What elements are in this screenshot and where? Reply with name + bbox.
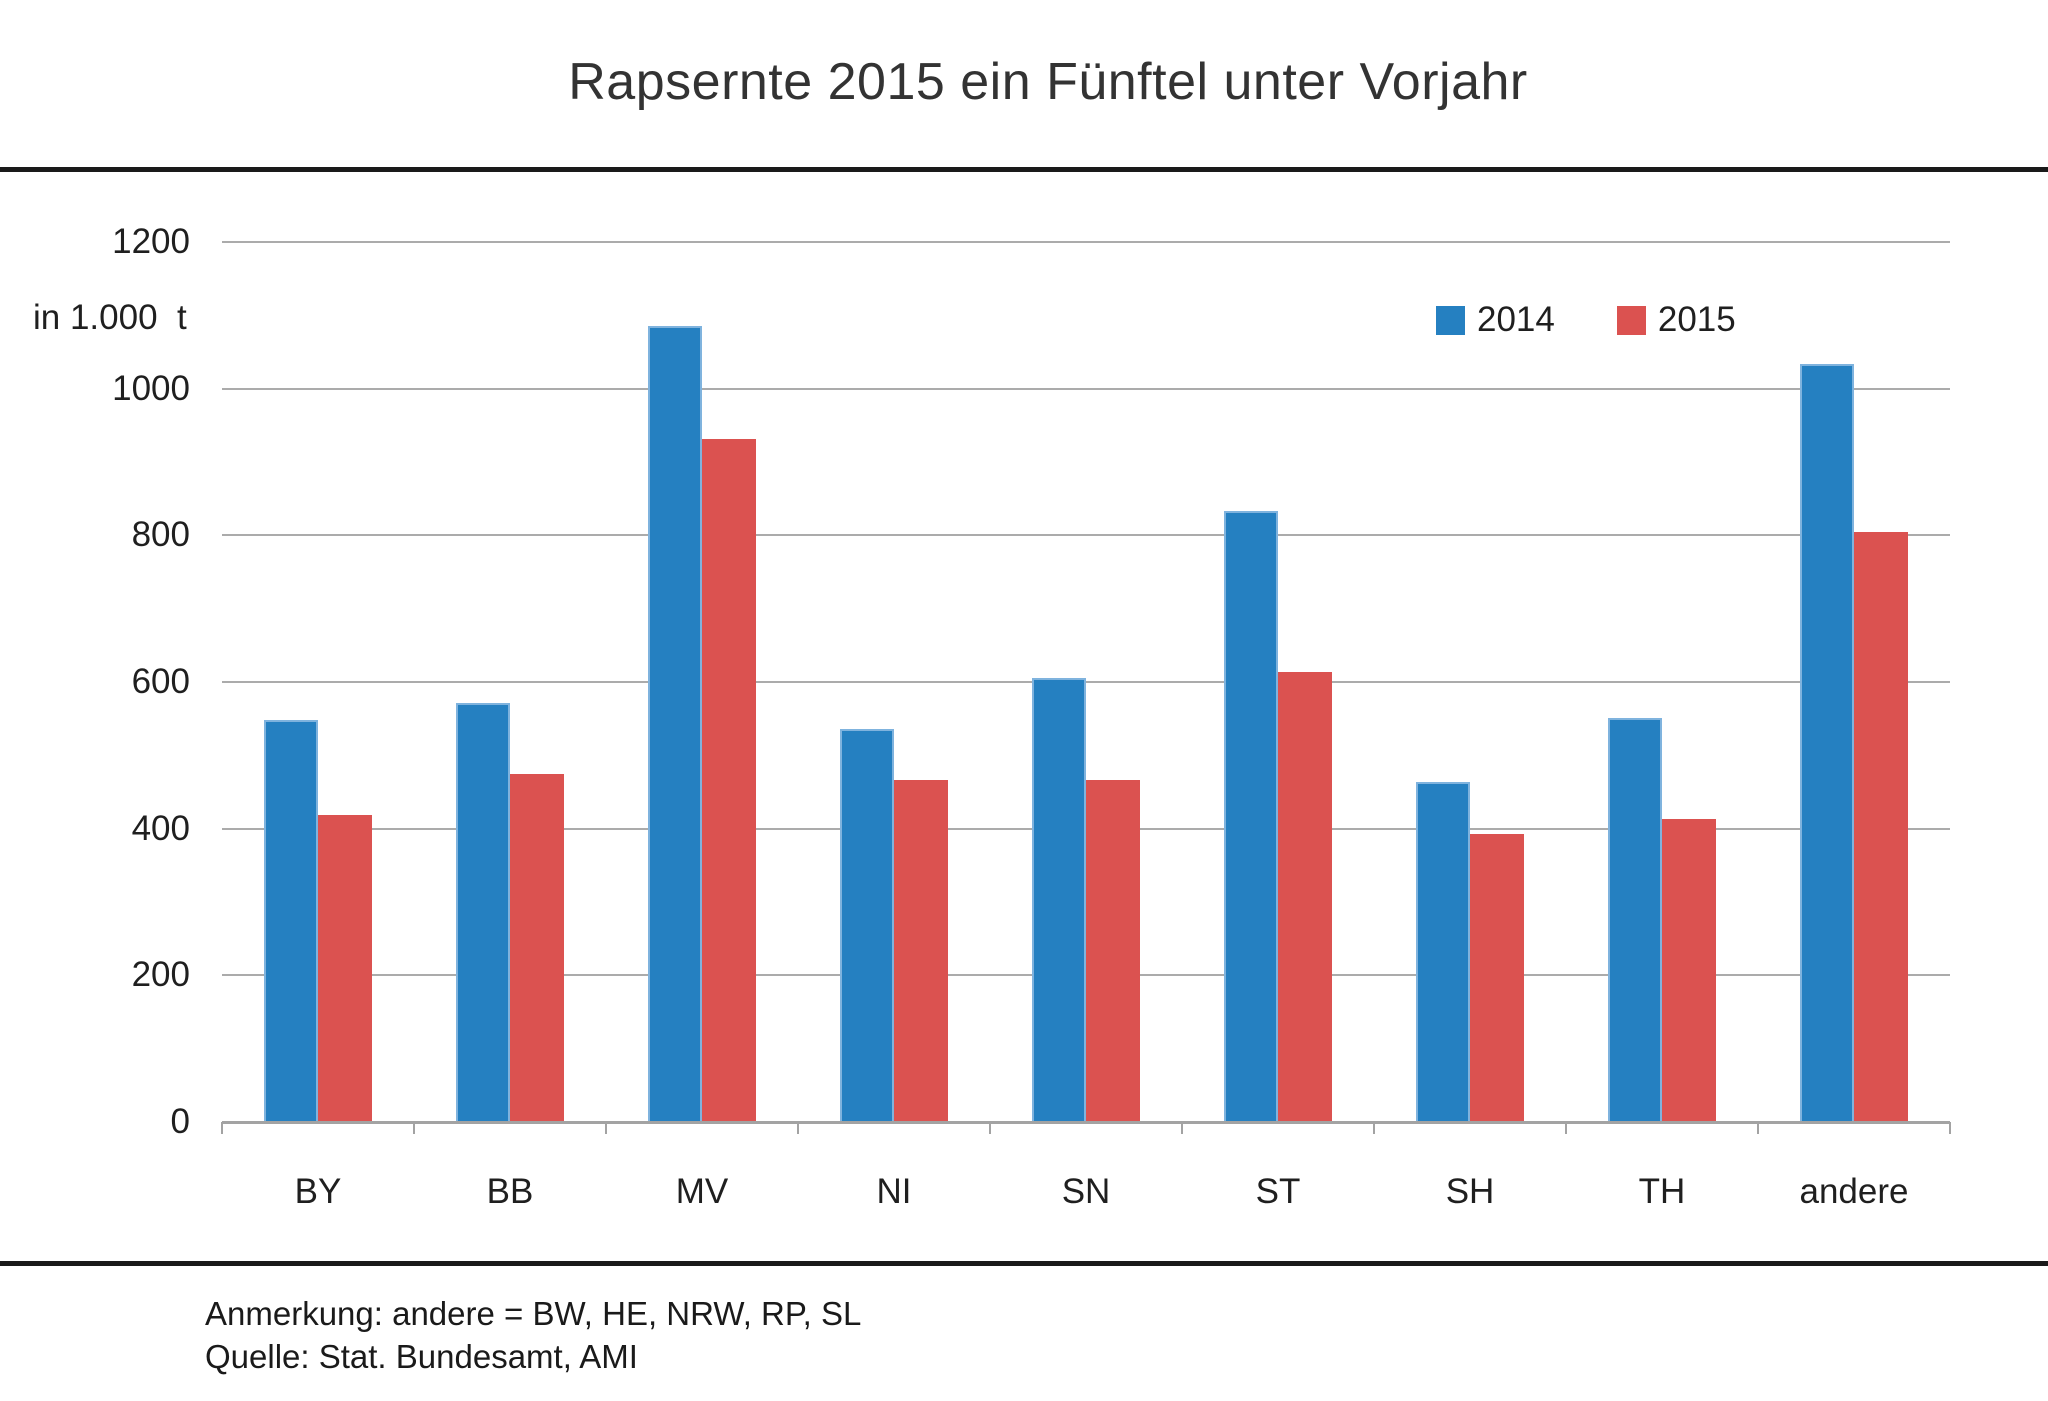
y-tick-label-600: 600 — [131, 662, 190, 701]
bar-2015-NI — [894, 779, 948, 1122]
legend-swatch-2014 — [1436, 305, 1465, 335]
x-axis-line — [222, 1121, 1950, 1124]
bar-2014-NI — [840, 728, 894, 1122]
legend-label-2014: 2014 — [1477, 300, 1555, 339]
gridline-600 — [222, 681, 1950, 683]
x-tick-label-TH: TH — [1638, 1172, 1686, 1211]
bar-2014-BB — [456, 702, 510, 1122]
y-tick-label-200: 200 — [131, 955, 190, 995]
x-axis-tick — [989, 1122, 991, 1134]
x-axis-tick — [1949, 1122, 1951, 1134]
bar-2015-ST — [1278, 671, 1332, 1122]
x-tick-label-SN: SN — [1061, 1172, 1111, 1211]
bar-2015-MV — [702, 438, 756, 1122]
y-axis-unit-label: in 1.000 t — [33, 298, 187, 337]
gridline-1200 — [222, 241, 1950, 243]
bar-2014-SH — [1416, 782, 1470, 1122]
chart-title: Rapsernte 2015 ein Fünftel unter Vorjahr — [568, 53, 1528, 111]
y-tick-label-1200: 1200 — [112, 222, 190, 261]
bar-2014-andere — [1800, 364, 1854, 1122]
y-tick-label-800: 800 — [131, 515, 190, 555]
x-tick-label-MV: MV — [675, 1172, 729, 1211]
legend-label-2015: 2015 — [1657, 300, 1736, 339]
bottom-rule — [0, 1261, 2048, 1266]
x-axis-tick — [1565, 1122, 1567, 1134]
bar-2015-BY — [318, 815, 372, 1122]
y-tick-label-400: 400 — [131, 808, 190, 848]
footnote-source: Quelle: Stat. Bundesamt, AMI — [205, 1338, 638, 1375]
x-tick-label-BY: BY — [294, 1172, 342, 1211]
bar-2015-TH — [1662, 819, 1716, 1122]
bar-2014-MV — [648, 326, 702, 1122]
legend-entry-2015: 2015 — [1616, 300, 1736, 340]
x-tick-label-ST: ST — [1255, 1172, 1301, 1211]
footnote-note: Anmerkung: andere = BW, HE, NRW, RP, SL — [205, 1295, 862, 1332]
x-axis-tick — [1181, 1122, 1183, 1134]
bar-2014-SN — [1032, 677, 1086, 1122]
legend-swatch-2015 — [1616, 305, 1646, 335]
x-tick-label-SH: SH — [1445, 1172, 1495, 1211]
x-axis-tick — [1757, 1122, 1759, 1134]
top-rule — [0, 167, 2048, 172]
x-axis-tick — [221, 1122, 223, 1134]
x-axis-tick — [605, 1122, 607, 1134]
gridline-1000 — [222, 387, 1950, 390]
y-tick-label-1000: 1000 — [112, 368, 190, 408]
x-tick-label-BB: BB — [486, 1172, 534, 1211]
bar-2014-ST — [1224, 511, 1278, 1122]
bar-2015-andere — [1854, 531, 1908, 1122]
bar-2015-BB — [510, 773, 564, 1122]
gridline-800 — [222, 534, 1950, 537]
x-axis-tick — [797, 1122, 799, 1134]
x-tick-label-andere: andere — [1799, 1172, 1909, 1211]
bar-2014-TH — [1608, 717, 1662, 1122]
x-axis-tick — [413, 1122, 415, 1134]
legend-entry-2014: 2014 — [1436, 300, 1555, 340]
bar-2014-BY — [264, 720, 318, 1122]
bar-2015-SN — [1086, 779, 1140, 1122]
y-tick-label-0: 0 — [170, 1102, 190, 1141]
legend: 2014 2015 — [1436, 300, 1798, 340]
bar-2015-SH — [1470, 833, 1524, 1122]
x-tick-label-NI: NI — [876, 1172, 912, 1211]
x-axis-tick — [1373, 1122, 1375, 1134]
